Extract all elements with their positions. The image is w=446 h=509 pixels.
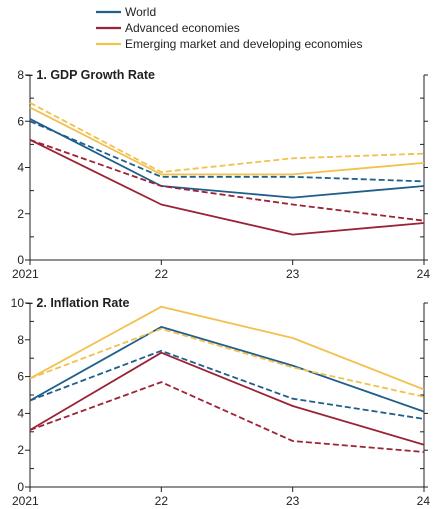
y-top-tick-label: 8 [17,68,24,82]
x-tick-label: 22 [155,267,169,281]
series-line-advanced-economies-solid [29,351,425,446]
x-tick-label: 23 [286,267,300,281]
y-top-tick-label: 10 [11,296,25,310]
y-tick-label: 6 [17,370,24,384]
series-line-world-dashed [29,120,425,183]
series-line-emerging-market-and-developing-economies-solid [29,106,425,176]
legend-label-emerging-economies: Emerging market and developing economies [125,37,362,51]
x-tick-label: 2021 [12,267,39,281]
legend-label-world: World [125,5,156,19]
x-tick-label: 2021 [12,494,39,508]
legend-label-advanced-economies: Advanced economies [125,21,240,35]
series-line-world-dashed [29,349,425,420]
legend: World Advanced economies Emerging market… [96,5,362,51]
series-line-emerging-market-and-developing-economies-dashed [29,102,425,173]
y-tick-label: 0 [17,253,24,267]
y-tick-label: 8 [17,333,24,347]
x-tick-label: 24 [417,494,431,508]
x-tick-label: 22 [155,494,169,508]
x-tick-label: 24 [417,267,431,281]
series-line-world-solid [29,326,425,413]
y-tick-label: 4 [17,406,24,420]
panel-title: – 2. Inflation Rate [26,296,130,310]
y-tick-label: 2 [17,443,24,457]
series-line-emerging-market-and-developing-economies-solid [29,305,425,391]
y-tick-label: 0 [17,480,24,494]
series-line-advanced-economies-dashed [29,138,425,222]
y-tick-label: 2 [17,207,24,221]
x-tick-label: 23 [286,494,300,508]
y-tick-label: 4 [17,161,24,175]
series-line-advanced-economies-dashed [29,381,425,453]
series-line-advanced-economies-solid [29,138,425,236]
series-line-emerging-market-and-developing-economies-dashed [29,327,425,398]
y-tick-label: 6 [17,114,24,128]
panel-title: – 1. GDP Growth Rate [26,68,155,82]
series-line-world-solid [29,118,425,199]
